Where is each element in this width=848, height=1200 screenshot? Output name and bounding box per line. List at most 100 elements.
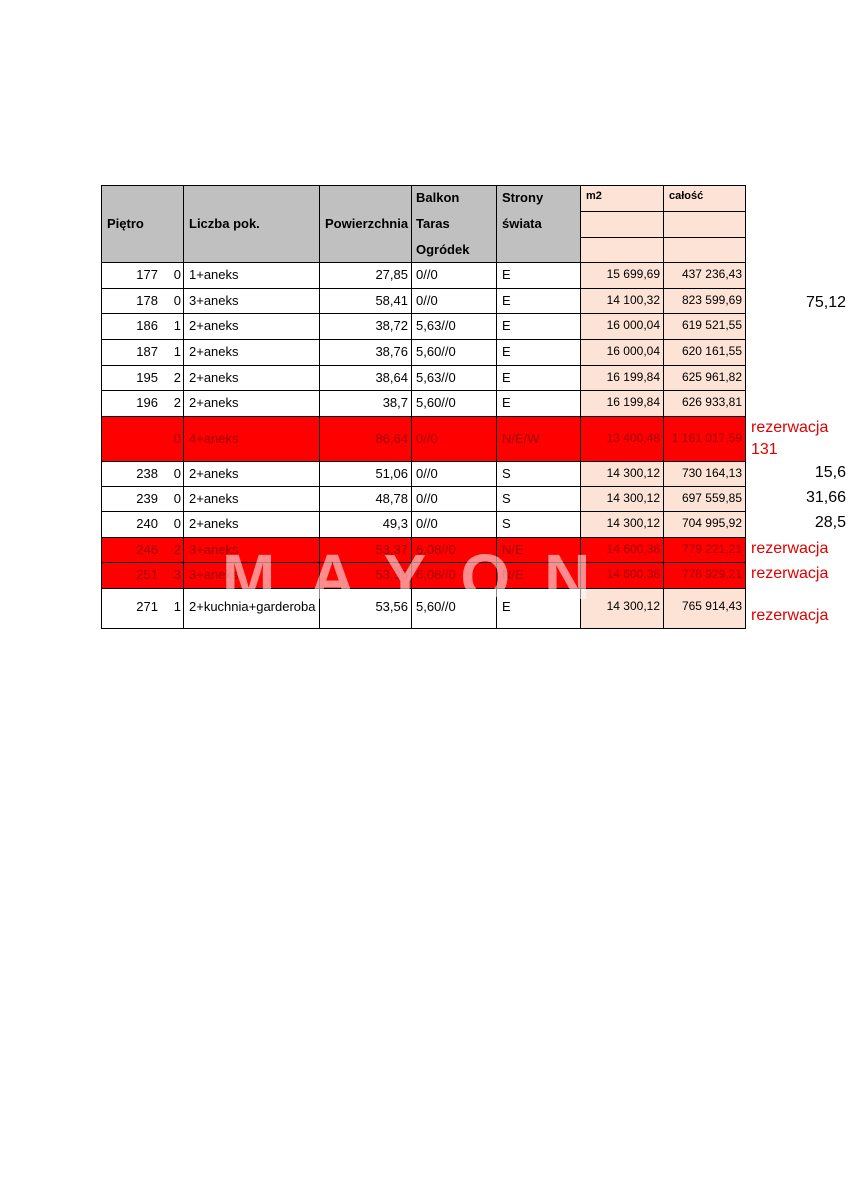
cell-text: 2+aneks (189, 395, 239, 410)
table-cell (101, 339, 184, 366)
cell-text: 765 914,43 (681, 599, 742, 613)
table-cell (663, 416, 746, 462)
cell-text: 53,56 (375, 599, 408, 614)
header-cell (496, 185, 581, 263)
table-cell (319, 365, 412, 391)
header-label: Strony (502, 190, 544, 205)
cell-text: E (502, 267, 511, 282)
cell-text: 38,64 (375, 369, 408, 385)
cell-text: 251 (136, 567, 158, 582)
table-cell (101, 262, 184, 289)
cell-text: 625 961,82 (681, 369, 742, 384)
side-note: rezerwacja 131 (751, 419, 829, 458)
cell-text: 14 600,36 (606, 541, 660, 556)
table-cell (101, 365, 184, 391)
cell-text: 5,60//0 (416, 599, 456, 614)
table-cell (580, 416, 664, 462)
cell-text: 239 (136, 490, 158, 506)
cell-text: 3+aneks (189, 567, 239, 582)
cell-text: 0//0 (416, 465, 438, 481)
cell-text: 0 (173, 516, 181, 531)
table-cell (580, 262, 664, 289)
cell-text: 4+aneks (189, 430, 239, 446)
cell-text: 1 (173, 344, 181, 359)
cell-text: 2+aneks (189, 318, 239, 333)
cell-text: 13 400,48 (606, 430, 660, 445)
side-note: 15,6 (814, 464, 846, 481)
cell-text: 5,63//0 (416, 369, 456, 385)
cell-text: 86,64 (375, 430, 408, 446)
cell-text: 619 521,55 (681, 318, 742, 332)
header-cell (580, 211, 664, 238)
table-cell (580, 339, 664, 366)
header-cell (663, 211, 746, 238)
cell-text: 246 (136, 541, 158, 557)
cell-text: 697 559,85 (681, 490, 742, 505)
table-cell (580, 461, 664, 487)
cell-text: 3 (173, 567, 181, 582)
cell-text: 778 929,21 (681, 567, 742, 581)
cell-text: 5,60//0 (416, 344, 456, 359)
cell-text: 178 (136, 292, 158, 308)
cell-text: 0 (173, 267, 181, 282)
table-cell (183, 262, 320, 289)
cell-text: 2+aneks (189, 369, 239, 385)
cell-text: 0//0 (416, 267, 438, 282)
table-cell (580, 365, 664, 391)
table-cell (663, 511, 746, 538)
cell-text: E (502, 292, 511, 308)
table-cell (496, 537, 581, 563)
header-cell (663, 185, 746, 212)
table-cell (580, 313, 664, 340)
cell-text: 14 100,32 (606, 292, 660, 307)
cell-text: 2 (173, 541, 181, 557)
cell-text: 177 (136, 267, 158, 282)
cell-text: 0 (173, 465, 181, 481)
cell-text: 0//0 (416, 490, 438, 506)
cell-text: 3+aneks (189, 541, 239, 557)
cell-text: 5,60//0 (416, 395, 456, 410)
cell-text: N/E (502, 541, 524, 557)
table-cell (411, 461, 497, 487)
header-cell (183, 185, 320, 263)
cell-text: 0 (173, 292, 181, 308)
cell-text: 3+aneks (189, 292, 239, 308)
header-label: Powierzchnia (325, 216, 409, 231)
table-cell (183, 416, 320, 462)
header-label: Taras (416, 216, 450, 231)
table-cell (411, 562, 497, 589)
header-cell (663, 237, 746, 263)
cell-text: 14 600,36 (606, 567, 660, 581)
cell-text: 58,41 (375, 292, 408, 308)
cell-text: 1 (173, 599, 181, 614)
cell-text: 779 221,21 (681, 541, 742, 556)
cell-text: N/E/W (502, 430, 540, 446)
cell-text: E (502, 318, 511, 333)
table-cell (580, 486, 664, 512)
side-note: rezerwacja (751, 565, 829, 582)
cell-text: S (502, 465, 511, 481)
cell-text: 240 (136, 516, 158, 531)
cell-text: 0//0 (416, 430, 438, 446)
table-cell (411, 486, 497, 512)
cell-text: 437 236,43 (681, 267, 742, 281)
cell-text: 16 199,84 (606, 369, 660, 384)
side-note: 75,12 (805, 294, 846, 311)
header-label: Balkon (416, 190, 460, 205)
cell-text: 186 (136, 318, 158, 333)
header-label: m2 (586, 190, 602, 202)
header-label: całość (669, 190, 704, 202)
cell-text: 53,37 (375, 541, 408, 557)
table-cell (663, 588, 746, 629)
cell-text: 5,63//0 (416, 318, 456, 333)
table-cell (183, 588, 320, 629)
cell-text: 16 000,04 (606, 318, 660, 332)
table-cell (101, 511, 184, 538)
cell-text: 0//0 (416, 516, 438, 531)
table-cell (496, 390, 581, 417)
cell-text: 14 300,12 (606, 465, 660, 480)
cell-text: 51,06 (375, 465, 408, 481)
table-cell (411, 288, 497, 314)
cell-text: 2+aneks (189, 344, 239, 359)
header-label: świata (502, 216, 542, 231)
